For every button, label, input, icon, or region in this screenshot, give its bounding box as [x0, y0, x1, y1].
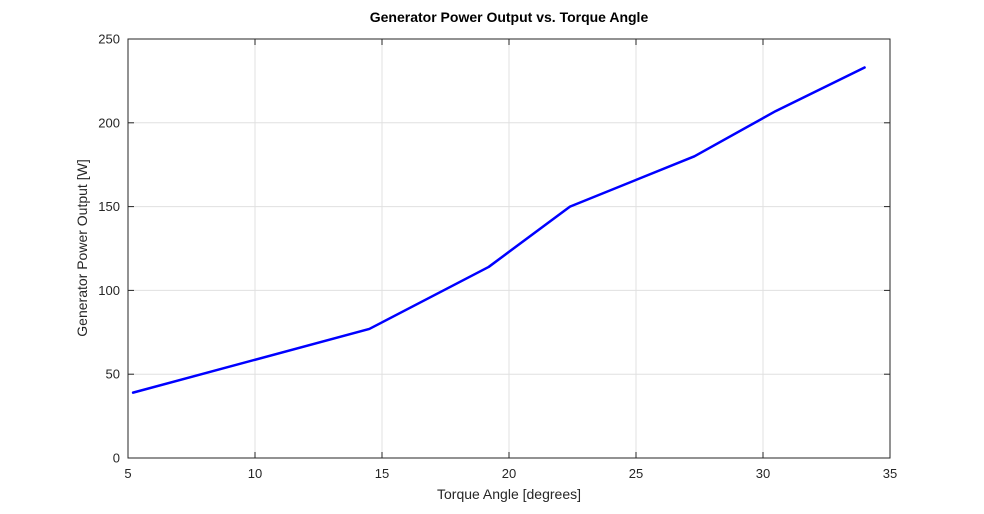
y-tick-label: 50 — [106, 367, 120, 382]
x-tick-label: 20 — [502, 466, 516, 481]
x-tick-label: 15 — [375, 466, 389, 481]
series-layer — [131, 66, 866, 394]
y-tick-label: 0 — [113, 451, 120, 466]
axis-ticks: 5 10 15 20 25 30 35 0 50 100 150 200 250 — [98, 32, 897, 482]
y-tick-label: 200 — [98, 115, 120, 130]
x-tick-label: 25 — [629, 466, 643, 481]
x-axis-label: Torque Angle [degrees] — [437, 486, 581, 502]
x-tick-label: 10 — [248, 466, 262, 481]
y-tick-label: 150 — [98, 199, 120, 214]
y-tick-label: 250 — [98, 32, 120, 47]
x-tick-label: 35 — [883, 466, 897, 481]
chart-title: Generator Power Output vs. Torque Angle — [370, 9, 649, 25]
y-axis-label: Generator Power Output [W] — [74, 159, 90, 336]
x-tick-label: 30 — [756, 466, 770, 481]
x-tick-label: 5 — [124, 466, 131, 481]
y-tick-label: 100 — [98, 283, 120, 298]
